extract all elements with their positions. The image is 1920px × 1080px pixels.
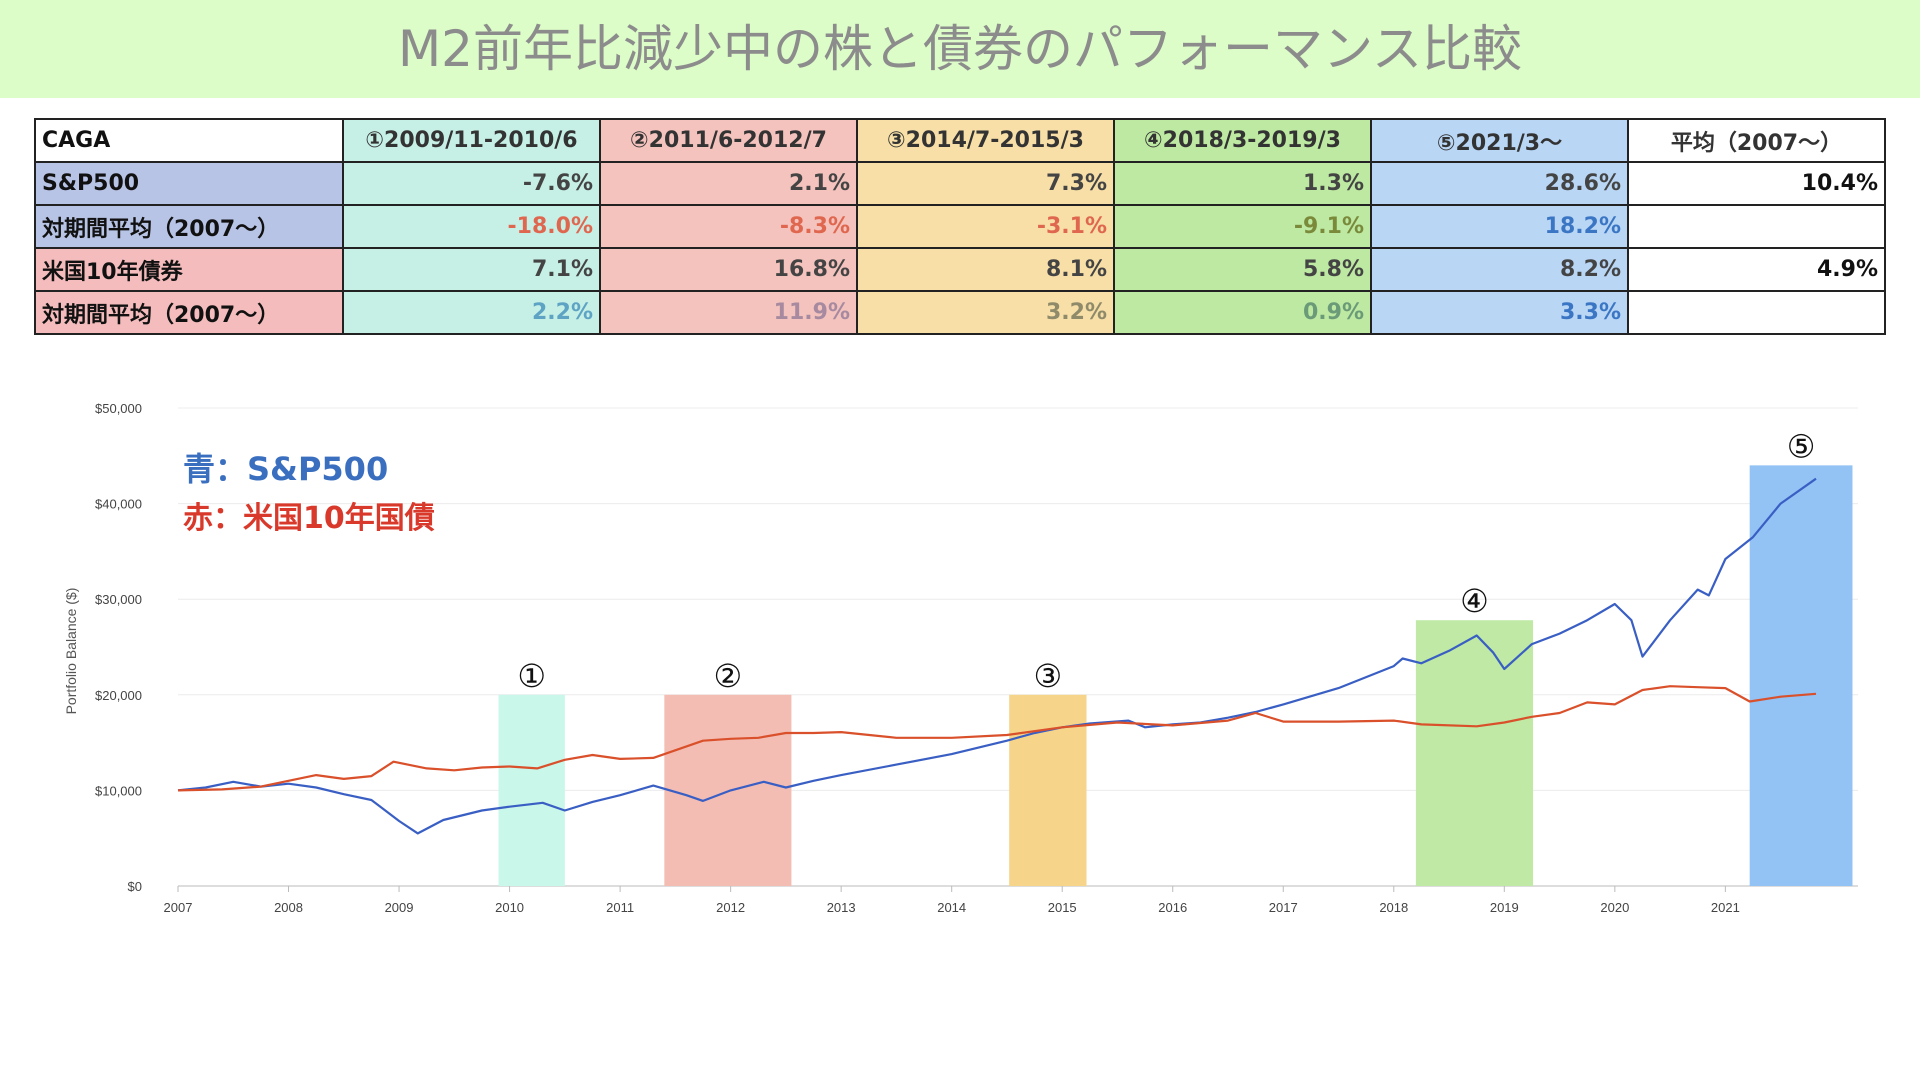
y-tick-label: $30,000 [95, 592, 142, 607]
row-label: 米国10年債券 [34, 247, 344, 292]
portfolio-balance-chart: ① ② ③ ④ ⑤ $0 $10,000 $20,000 $30,000 $40,000 $50,… [63, 401, 1858, 915]
x-tick-label: 2008 [274, 900, 303, 915]
table-header-row: CAGA ①2009/11-2010/6 ②2011/6-2012/7 ③2014/7… [34, 118, 1886, 163]
table-cell: -9.1% [1113, 204, 1372, 249]
table-row: S&P500 -7.6% 2.1% 7.3% 1.3% 28.6% 10.4% [34, 161, 1886, 206]
column-header: ②2011/6-2012/7 [599, 118, 858, 163]
table-row: 対期間平均（2007〜） -18.0% -8.3% -3.1% -9.1% 18.2% [34, 204, 1886, 249]
table-cell: 4.9% [1627, 247, 1886, 292]
table-cell: 7.3% [856, 161, 1115, 206]
period-marker: ⑤ [1787, 427, 1816, 465]
caga-table: CAGA ①2009/11-2010/6 ②2011/6-2012/7 ③2014/7… [34, 118, 1886, 335]
period-band [498, 694, 565, 886]
period-marker: ① [517, 657, 546, 695]
x-tick-label: 2009 [385, 900, 414, 915]
table-cell: 1.3% [1113, 161, 1372, 206]
x-tick-label: 2021 [1711, 900, 1740, 915]
table-cell: -7.6% [342, 161, 601, 206]
y-tick-label: $40,000 [95, 497, 142, 512]
table-corner: CAGA [34, 118, 344, 163]
table-cell: 5.8% [1113, 247, 1372, 292]
legend-sp500: 青：S&P500 [183, 450, 388, 488]
table-cell: 3.2% [856, 290, 1115, 335]
period-marker: ④ [1460, 582, 1489, 620]
table-row: 米国10年債券 7.1% 16.8% 8.1% 5.8% 8.2% 4.9% [34, 247, 1886, 292]
y-tick-label: $50,000 [95, 401, 142, 416]
table-cell: 2.1% [599, 161, 858, 206]
column-header: ①2009/11-2010/6 [342, 118, 601, 163]
period-band [1009, 694, 1087, 886]
y-tick-label: $20,000 [95, 688, 142, 703]
table-cell: 7.1% [342, 247, 601, 292]
row-label: 対期間平均（2007〜） [34, 290, 344, 335]
x-tick-label: 2014 [937, 900, 966, 915]
column-header: ③2014/7-2015/3 [856, 118, 1115, 163]
period-band [1415, 620, 1534, 886]
table-cell: 10.4% [1627, 161, 1886, 206]
x-tick-label: 2015 [1048, 900, 1077, 915]
x-tick-label: 2016 [1158, 900, 1187, 915]
legend-treasury: 赤：米国10年国債 [183, 501, 435, 536]
y-axis-label: Portfolio Balance ($) [63, 588, 79, 715]
table-cell: 11.9% [599, 290, 858, 335]
period-band [1749, 465, 1853, 886]
row-label: S&P500 [34, 161, 344, 206]
table-cell: 8.2% [1370, 247, 1629, 292]
period-marker: ③ [1033, 657, 1062, 695]
y-tick-label: $0 [128, 879, 142, 894]
table-cell: 3.3% [1370, 290, 1629, 335]
table-cell: 0.9% [1113, 290, 1372, 335]
table-row: 対期間平均（2007〜） 2.2% 11.9% 3.2% 0.9% 3.3% [34, 290, 1886, 335]
table-cell: 8.1% [856, 247, 1115, 292]
table-cell: 28.6% [1370, 161, 1629, 206]
title-banner [0, 0, 1920, 98]
x-tick-label: 2018 [1379, 900, 1408, 915]
x-tick-label: 2007 [164, 900, 193, 915]
table-cell: 2.2% [342, 290, 601, 335]
x-tick-label: 2012 [716, 900, 745, 915]
period-marker: ② [714, 657, 743, 695]
table-cell: -3.1% [856, 204, 1115, 249]
column-header: ⑤2021/3〜 [1370, 118, 1629, 163]
page-title: M2前年比減少中の株と債券のパフォーマンス比較 [398, 20, 1522, 78]
table-cell [1627, 204, 1886, 249]
x-tick-label: 2013 [827, 900, 856, 915]
table-cell: -18.0% [342, 204, 601, 249]
column-header: 平均（2007〜） [1627, 118, 1886, 163]
x-tick-label: 2020 [1600, 900, 1629, 915]
row-label: 対期間平均（2007〜） [34, 204, 344, 249]
table-cell: 18.2% [1370, 204, 1629, 249]
table-cell: -8.3% [599, 204, 858, 249]
x-tick-label: 2017 [1269, 900, 1298, 915]
column-header: ④2018/3-2019/3 [1113, 118, 1372, 163]
x-tick-label: 2011 [606, 900, 634, 915]
treasury-line [177, 685, 1817, 792]
y-tick-label: $10,000 [95, 783, 142, 798]
x-tick-label: 2010 [495, 900, 524, 915]
table-cell: 16.8% [599, 247, 858, 292]
table-cell [1627, 290, 1886, 335]
x-tick-label: 2019 [1490, 900, 1519, 915]
